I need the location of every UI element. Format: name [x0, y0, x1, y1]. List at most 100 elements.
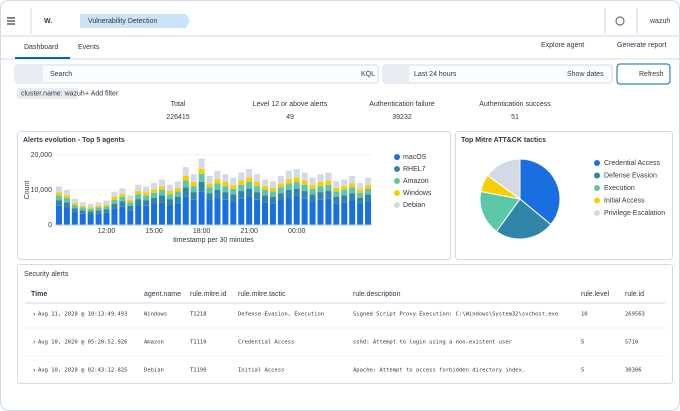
bar-segment [285, 179, 292, 184]
legend-label[interactable]: macOS [403, 154, 427, 161]
column-header[interactable]: rule.mitre.id [190, 291, 227, 298]
legend-label[interactable]: Credential Access [604, 160, 661, 167]
bar-segment [333, 191, 340, 197]
refresh-label[interactable]: Refresh [639, 71, 664, 78]
bar-segment [135, 194, 142, 200]
bar-segment [103, 204, 110, 207]
legend-label[interactable]: Privilege Escalation [604, 210, 665, 217]
table-title: Security alerts [24, 271, 69, 278]
bar-segment [119, 196, 126, 202]
bar-segment [206, 183, 213, 188]
date-prefix[interactable] [383, 65, 409, 83]
bar-segment [166, 194, 173, 200]
table-cell[interactable]: 5710 [625, 340, 638, 346]
bar-segment [254, 199, 261, 225]
date-range[interactable]: Last 24 hours [414, 71, 457, 78]
bar-segment [143, 195, 150, 201]
bar-segment [317, 186, 324, 193]
column-header[interactable]: rule.level [581, 291, 609, 298]
bar-segment [309, 201, 316, 225]
search-prefix[interactable] [15, 65, 43, 83]
query-language[interactable]: KQL [361, 71, 375, 78]
bar-segment [309, 194, 316, 202]
legend-label[interactable]: Execution [604, 185, 635, 192]
show-dates[interactable]: Show dates [567, 71, 604, 78]
legend-swatch[interactable] [594, 197, 600, 204]
action-link[interactable]: Generate report [617, 42, 666, 49]
bar-segment [285, 190, 292, 199]
bar-segment [71, 212, 78, 225]
legend-label[interactable]: RHEL7 [403, 166, 426, 173]
bar-segment [222, 199, 229, 225]
legend-swatch[interactable] [394, 202, 400, 208]
expand-arrow[interactable]: › [33, 339, 36, 346]
pie-slice [495, 198, 552, 240]
metric-value: 39232 [392, 114, 412, 121]
legend-label[interactable]: Initial Access [604, 197, 645, 204]
table-cell[interactable]: Windows [144, 312, 167, 318]
bar-segment [119, 206, 126, 225]
legend-label[interactable]: Debian [403, 202, 425, 209]
refresh-button[interactable] [616, 63, 671, 85]
column-header[interactable]: Time [31, 291, 47, 298]
bar-segment [166, 205, 173, 225]
legend-swatch[interactable] [394, 178, 400, 184]
bar-segment [127, 199, 134, 203]
legend-swatch[interactable] [394, 154, 400, 160]
table-cell[interactable]: T1190 [190, 368, 207, 374]
bar-segment [151, 183, 158, 190]
bar-segment [214, 190, 221, 199]
bar-segment [63, 202, 70, 208]
bar-segment [135, 191, 142, 195]
legend-label[interactable]: Amazon [403, 178, 429, 185]
table-cell[interactable]: T1110 [190, 340, 207, 346]
table-cell[interactable]: Debian [144, 368, 164, 374]
filter-pill-label[interactable]: cluster.name: wazuh [21, 90, 85, 97]
table-cell[interactable]: Amazon [144, 340, 164, 346]
bar-segment [301, 172, 308, 181]
column-header[interactable]: rule.id [625, 291, 644, 298]
legend-swatch[interactable] [594, 210, 600, 216]
bar-segment [365, 188, 372, 195]
filter-pill[interactable] [17, 88, 78, 99]
legend-label[interactable]: Windows [403, 190, 432, 197]
tab[interactable]: Events [78, 44, 100, 51]
expand-arrow[interactable]: › [33, 311, 36, 318]
column-header[interactable]: rule.mitre.tactic [238, 291, 286, 298]
bar-segment [103, 209, 110, 213]
bar-segment [301, 184, 308, 192]
expand-arrow[interactable]: › [33, 367, 36, 374]
table-cell[interactable]: 269563 [625, 312, 645, 318]
bar-segment [341, 195, 348, 203]
x-tick-label: 18:00 [193, 228, 211, 235]
bar-segment [214, 183, 221, 190]
bar-segment [309, 188, 316, 195]
legend-swatch[interactable] [394, 190, 400, 196]
search-placeholder[interactable]: Search [50, 71, 72, 78]
menu-icon[interactable] [7, 17, 15, 25]
table-cell[interactable]: T1218 [190, 312, 207, 318]
column-header[interactable]: agent.name [144, 291, 181, 298]
settings-icon[interactable] [615, 16, 625, 26]
legend-swatch[interactable] [394, 166, 400, 172]
tab[interactable]: Dashboard [24, 44, 58, 51]
bar-segment [214, 198, 221, 225]
bar-segment [182, 180, 189, 188]
user-name[interactable]: wazuh [649, 18, 670, 25]
bar-segment [111, 191, 118, 197]
legend-swatch[interactable] [594, 160, 600, 166]
bar-segment [317, 199, 324, 225]
legend-swatch[interactable] [594, 185, 600, 191]
metric-label: Authentication success [479, 101, 551, 108]
action-link[interactable]: Explore agent [541, 42, 584, 49]
pie-slice [486, 158, 521, 200]
legend-label[interactable]: Defense Evasion [604, 172, 657, 179]
bar-segment [285, 170, 292, 180]
bar-segment [333, 203, 340, 225]
bar-segment [55, 195, 62, 201]
column-header[interactable]: rule.description [353, 291, 401, 298]
add-filter[interactable]: + Add filter [85, 90, 119, 97]
table-cell[interactable]: 30306 [625, 368, 642, 374]
breadcrumb[interactable]: Vulnerability Detection [88, 18, 157, 25]
legend-swatch[interactable] [594, 172, 600, 179]
